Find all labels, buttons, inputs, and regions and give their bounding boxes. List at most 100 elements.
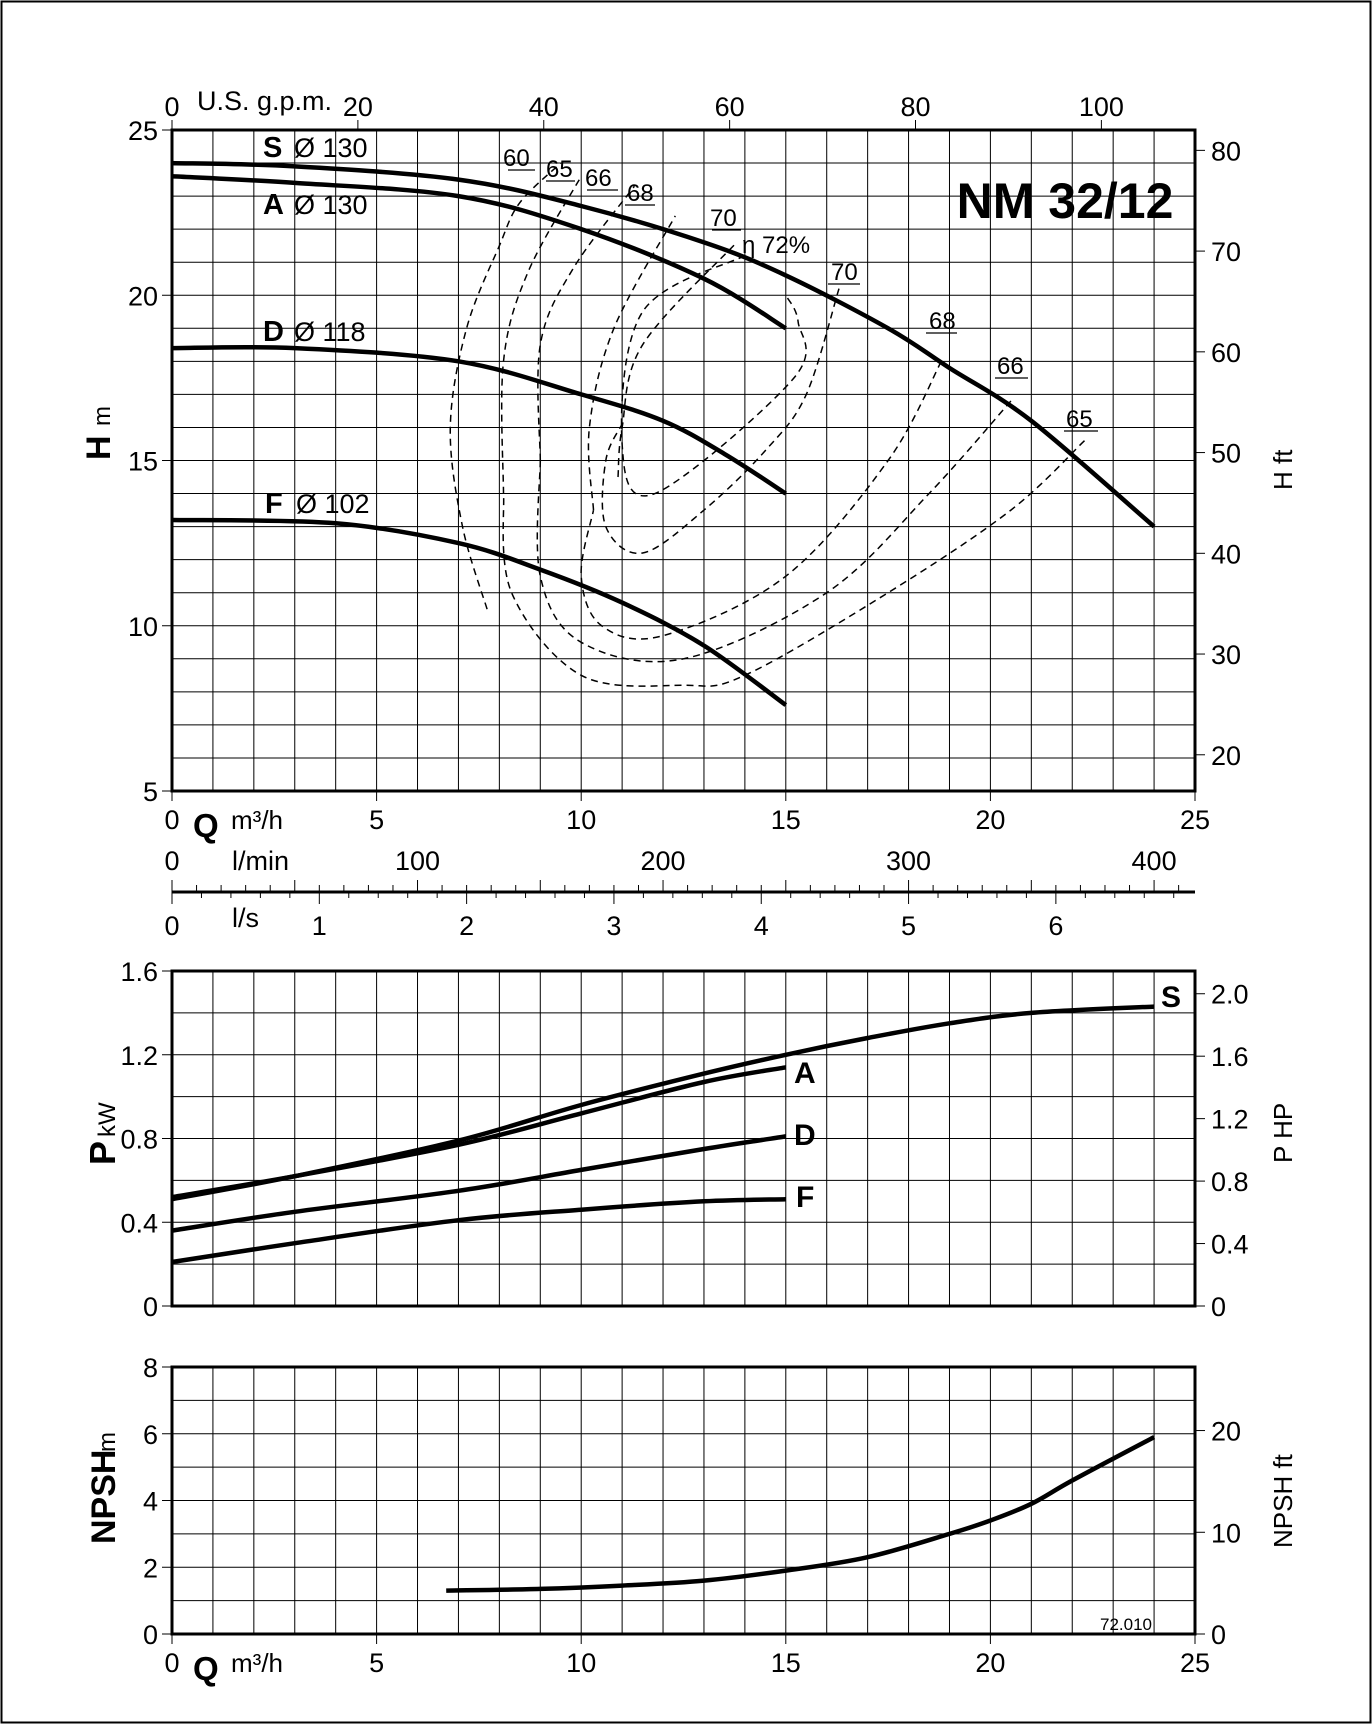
ls-tick-label: 0 [164, 911, 179, 941]
series-letter: A [263, 189, 284, 221]
series-diameter: Ø 102 [296, 489, 370, 519]
head-curve-a [171, 174, 787, 331]
y-tick-label: 20 [128, 281, 158, 311]
head-curves [171, 160, 1156, 707]
lmin-tick-label: 100 [395, 846, 440, 876]
y-tick-label: 5 [143, 777, 158, 807]
y2-tick-label: 60 [1211, 338, 1241, 368]
x-axis-label: Q [193, 807, 219, 844]
eff-label-70-right: 70 [831, 259, 858, 286]
npsh-grid [172, 1367, 1195, 1634]
ls-tick-label: 4 [754, 911, 769, 941]
x-tick-label: 5 [369, 1648, 384, 1678]
y2-tick-label: 0 [1211, 1620, 1226, 1650]
efficiency-curve-1 [500, 175, 582, 494]
power-label-a: A [794, 1057, 816, 1090]
series-letter: D [263, 316, 284, 348]
eff-label-68: 68 [627, 180, 654, 207]
series-label-a: A Ø 130 [263, 189, 368, 221]
eff-label-65: 65 [546, 156, 573, 183]
ls-tick-label: 2 [459, 911, 474, 941]
series-label-f: F Ø 102 [265, 488, 370, 520]
y-tick-label: 0.4 [120, 1208, 158, 1238]
power-curve-d [171, 1134, 787, 1233]
y-axis-unit: m [94, 1432, 121, 1452]
y2-tick-label: 20 [1211, 1417, 1241, 1447]
top-tick-label: 100 [1079, 92, 1124, 122]
efficiency-curve-6 [601, 288, 840, 555]
lmin-axis-unit: l/min [232, 846, 289, 876]
efficiency-labels: 60 65 66 68 70 η 72% 70 68 66 65 [503, 145, 1098, 433]
lmin-tick-label: 200 [641, 846, 686, 876]
x-tick-label: 15 [771, 1648, 801, 1678]
series-label-d: D Ø 118 [263, 316, 366, 348]
top-tick-label: 40 [529, 92, 559, 122]
y-tick-label: 10 [128, 612, 158, 642]
y2-tick-label: 10 [1211, 1518, 1241, 1548]
efficiency-curves [449, 162, 1086, 687]
y2-tick-label: 40 [1211, 539, 1241, 569]
x-tick-label: 0 [164, 1648, 179, 1678]
eff-label-68-right: 68 [929, 308, 956, 335]
flow-axis-ticks: 0 100 200 300 400 0 1 2 3 4 5 6 [164, 846, 1180, 941]
series-diameter: Ø 130 [294, 133, 368, 163]
power-axis-ticks: 0 0.4 0.8 1.2 1.6 0 0.4 0.8 1.2 1.6 2.0 [120, 957, 1248, 1322]
x-tick-label: 25 [1180, 805, 1210, 835]
y-tick-label: 0 [143, 1620, 158, 1650]
y2-tick-label: 50 [1211, 439, 1241, 469]
ls-tick-label: 5 [901, 911, 916, 941]
ls-tick-label: 1 [312, 911, 327, 941]
eff-label-66: 66 [585, 165, 612, 192]
x-axis-unit: m³/h [231, 805, 283, 835]
lmin-tick-label: 300 [886, 846, 931, 876]
efficiency-curve-2 [537, 185, 636, 461]
y2-tick-label: 80 [1211, 136, 1241, 166]
lmin-tick-label: 400 [1132, 846, 1177, 876]
efficiency-curve-3 [587, 215, 676, 511]
top-tick-label: 0 [164, 92, 179, 122]
lmin-tick-label: 0 [164, 846, 179, 876]
y2-tick-label: 0.8 [1211, 1167, 1249, 1197]
y-axis-label: H [80, 435, 118, 460]
ls-axis-unit: l/s [232, 903, 259, 933]
series-letter: F [265, 488, 283, 520]
y-axis-title-npsh: NPSH m [85, 1432, 123, 1544]
efficiency-curve-5 [620, 254, 807, 497]
x-tick-label: 20 [975, 805, 1005, 835]
efficiency-curve-7 [580, 360, 942, 640]
y-tick-label: 1.6 [120, 957, 158, 987]
head-grid [172, 130, 1195, 791]
flow-unit-axes: 0 100 200 300 400 0 1 2 3 4 5 6 l/min l/s [164, 846, 1195, 941]
x-tick-label: 10 [566, 805, 596, 835]
eff-label-65-right: 65 [1066, 406, 1093, 433]
x-tick-label: 25 [1180, 1648, 1210, 1678]
y-axis-title-head: H m [80, 406, 118, 460]
y2-axis-title-power: P HP [1268, 1103, 1298, 1163]
chart-title: NM 32/12 [957, 173, 1174, 229]
ls-tick-label: 6 [1048, 911, 1063, 941]
power-curve-a [171, 1065, 787, 1200]
x-tick-label: 15 [771, 805, 801, 835]
top-axis-unit: U.S. g.p.m. [197, 86, 332, 116]
y2-tick-label: 30 [1211, 640, 1241, 670]
power-label-s: S [1161, 981, 1181, 1014]
npsh-curves [446, 1435, 1156, 1593]
power-chart: 0 0.4 0.8 1.2 1.6 0 0.4 0.8 1.2 1.6 2.0 S A D F P … [82, 957, 1298, 1322]
y2-tick-label: 2.0 [1211, 980, 1249, 1010]
y-tick-label: 2 [143, 1553, 158, 1583]
power-grid [172, 970, 1195, 1306]
eff-label-72: η 72% [742, 232, 810, 259]
power-curve-f [171, 1196, 786, 1265]
x-tick-label: 0 [164, 805, 179, 835]
y2-tick-label: 70 [1211, 237, 1241, 267]
power-curves [171, 1004, 1155, 1265]
y-axis-title-power: P kW [82, 1102, 123, 1165]
head-curve-d [171, 344, 788, 496]
x-tick-label: 5 [369, 805, 384, 835]
x-axis-unit: m³/h [231, 1648, 283, 1678]
